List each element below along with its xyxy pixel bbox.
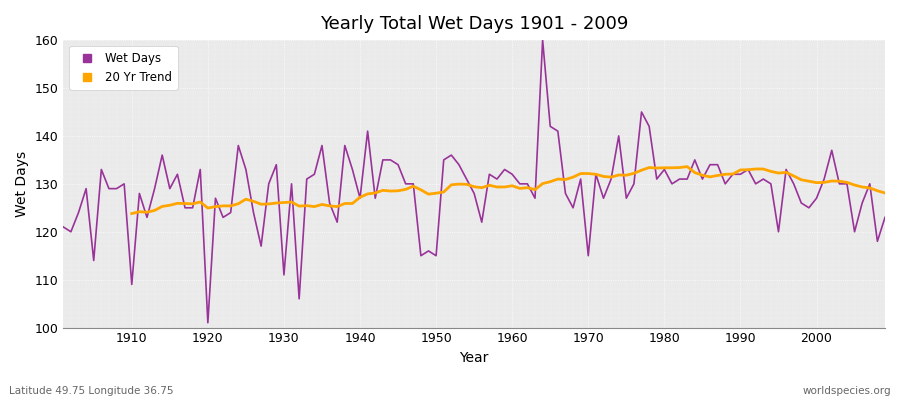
Text: Latitude 49.75 Longitude 36.75: Latitude 49.75 Longitude 36.75 (9, 386, 174, 396)
X-axis label: Year: Year (460, 351, 489, 365)
Text: worldspecies.org: worldspecies.org (803, 386, 891, 396)
Title: Yearly Total Wet Days 1901 - 2009: Yearly Total Wet Days 1901 - 2009 (320, 15, 628, 33)
Y-axis label: Wet Days: Wet Days (15, 151, 29, 217)
Legend: Wet Days, 20 Yr Trend: Wet Days, 20 Yr Trend (69, 46, 177, 90)
